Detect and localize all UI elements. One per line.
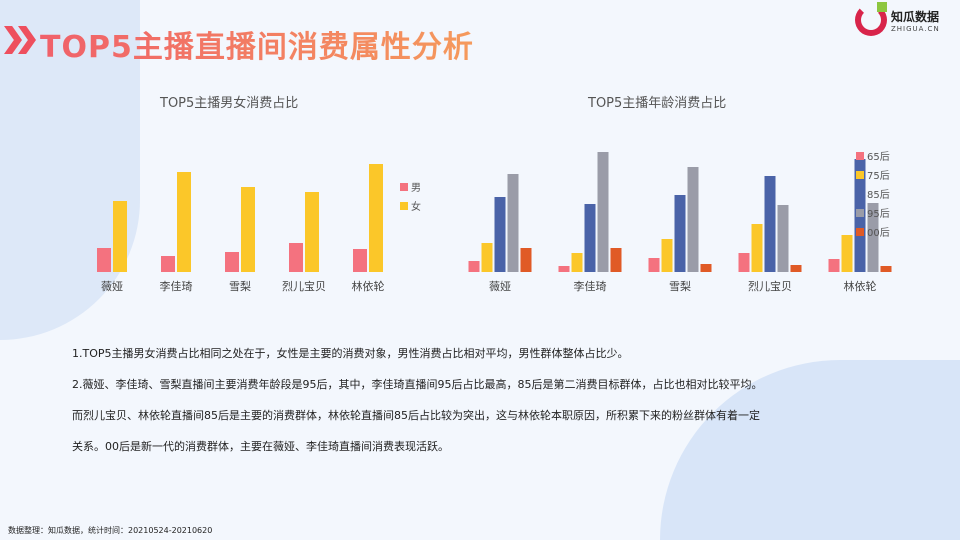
legend-swatch xyxy=(856,171,864,179)
legend-label: 男 xyxy=(411,182,421,194)
legend-swatch xyxy=(856,209,864,217)
bar-女-烈儿宝贝 xyxy=(305,192,319,272)
legend-label: 00后 xyxy=(867,227,890,239)
x-tick-label: 林依轮 xyxy=(844,279,877,293)
bar-85后-李佳琦 xyxy=(584,204,596,272)
bar-男-雪梨 xyxy=(225,252,239,272)
bar-65后-烈儿宝贝 xyxy=(738,253,750,272)
chart-title-age: TOP5主播年龄消费占比 xyxy=(588,96,727,111)
paragraph: 2.薇娅、李佳琦、雪梨直播间主要消费年龄段是95后，其中，李佳琦直播间95后占比… xyxy=(72,378,763,391)
legend-label: 65后 xyxy=(867,151,890,163)
bar-男-薇娅 xyxy=(97,248,111,272)
bar-65后-雪梨 xyxy=(648,258,660,272)
bar-85后-烈儿宝贝 xyxy=(764,176,776,272)
bar-00后-李佳琦 xyxy=(610,248,622,272)
legend-swatch xyxy=(856,190,864,198)
bar-女-薇娅 xyxy=(113,201,127,272)
x-tick-label: 薇娅 xyxy=(489,279,511,293)
x-tick-label: 雪梨 xyxy=(669,279,691,293)
bar-75后-烈儿宝贝 xyxy=(751,224,763,272)
bar-85后-雪梨 xyxy=(674,195,686,272)
bar-95后-李佳琦 xyxy=(597,152,609,272)
bar-75后-林依轮 xyxy=(841,235,853,272)
x-tick-label: 李佳琦 xyxy=(574,279,607,293)
legend-label: 75后 xyxy=(867,170,890,182)
bar-75后-薇娅 xyxy=(481,243,493,272)
logo: 知瓜数据 ZHIGUA.CN xyxy=(855,2,955,36)
x-tick-label: 烈儿宝贝 xyxy=(748,279,792,293)
paragraph: 关系。00后是新一代的消费群体，主要在薇娅、李佳琦直播间消费表现活跃。 xyxy=(72,440,449,453)
page-title: TOP5主播直播间消费属性分析 xyxy=(40,22,474,66)
paragraph: 1.TOP5主播男女消费占比相同之处在于，女性是主要的消费对象，男性消费占比相对… xyxy=(72,347,629,360)
x-tick-label: 烈儿宝贝 xyxy=(282,279,326,293)
logo-icon xyxy=(855,2,887,36)
bar-00后-雪梨 xyxy=(700,264,712,272)
bar-95后-林依轮 xyxy=(867,203,879,272)
x-tick-label: 林依轮 xyxy=(352,279,385,293)
bar-女-雪梨 xyxy=(241,187,255,272)
legend-label: 85后 xyxy=(867,189,890,201)
bar-女-林依轮 xyxy=(369,164,383,272)
chevron-icon xyxy=(4,26,36,54)
bar-男-林依轮 xyxy=(353,249,367,272)
footer-source: 数据整理：知瓜数据，统计时间：20210524-20210620 xyxy=(8,526,213,535)
x-tick-label: 雪梨 xyxy=(229,279,251,293)
bar-95后-雪梨 xyxy=(687,167,699,272)
legend-swatch xyxy=(856,152,864,160)
logo-name: 知瓜数据 xyxy=(891,9,940,24)
bar-85后-薇娅 xyxy=(494,197,506,272)
logo-domain: ZHIGUA.CN xyxy=(891,24,940,33)
bar-95后-烈儿宝贝 xyxy=(777,205,789,272)
bar-00后-薇娅 xyxy=(520,248,532,272)
bar-女-李佳琦 xyxy=(177,172,191,272)
legend-swatch xyxy=(856,228,864,236)
bar-65后-林依轮 xyxy=(828,259,840,272)
bar-00后-烈儿宝贝 xyxy=(790,265,802,272)
bar-75后-李佳琦 xyxy=(571,253,583,272)
bar-男-烈儿宝贝 xyxy=(289,243,303,272)
chart-title-gender: TOP5主播男女消费占比 xyxy=(160,96,299,111)
bar-95后-薇娅 xyxy=(507,174,519,272)
analysis-text: 1.TOP5主播男女消费占比相同之处在于，女性是主要的消费对象，男性消费占比相对… xyxy=(72,338,912,462)
bar-男-李佳琦 xyxy=(161,256,175,272)
x-tick-label: 李佳琦 xyxy=(160,279,193,293)
legend-swatch xyxy=(400,183,408,191)
x-tick-label: 薇娅 xyxy=(101,279,123,293)
bar-75后-雪梨 xyxy=(661,239,673,272)
bar-00后-林依轮 xyxy=(880,266,892,272)
bar-65后-薇娅 xyxy=(468,261,480,272)
paragraph: 而烈儿宝贝、林依轮直播间85后是主要的消费群体，林依轮直播间85后占比较为突出，… xyxy=(72,409,760,422)
bar-65后-李佳琦 xyxy=(558,266,570,272)
legend-label: 女 xyxy=(411,200,421,213)
legend-swatch xyxy=(400,202,408,210)
legend-label: 95后 xyxy=(867,208,890,220)
